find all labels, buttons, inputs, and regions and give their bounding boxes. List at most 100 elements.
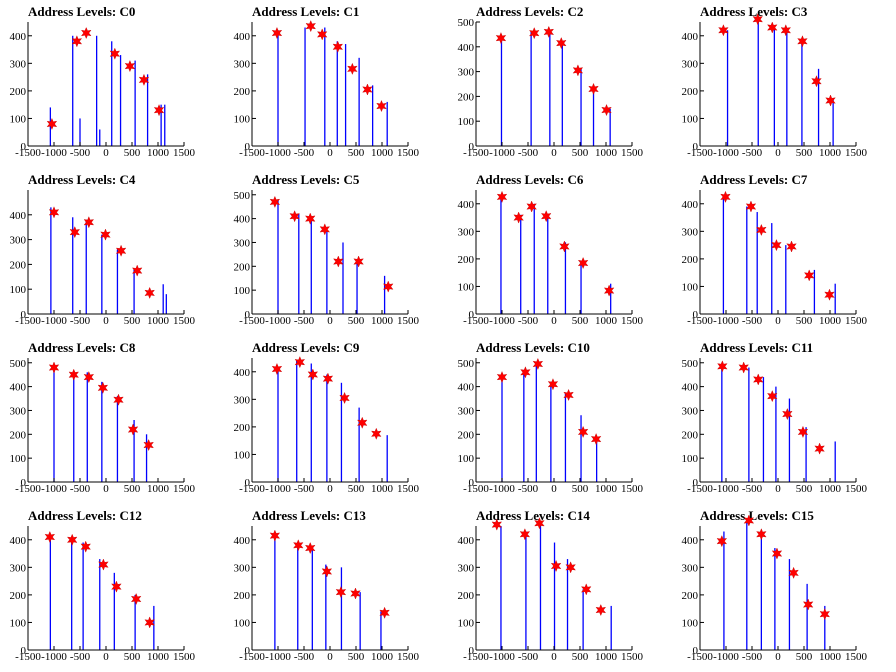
x-tick-label: -1500 xyxy=(239,315,265,327)
x-tick-label: 500 xyxy=(572,147,589,159)
x-tick-label: 1500 xyxy=(173,651,196,663)
peak-marker xyxy=(814,442,825,455)
x-tick-label: -1000 xyxy=(489,651,515,663)
y-tick-label: 200 xyxy=(10,590,27,602)
chart-panel: Address Levels: C7 0 100 200 300 400 -1500 -100… xyxy=(672,168,896,336)
x-tick-label: 1500 xyxy=(621,147,644,159)
peak-marker xyxy=(753,373,764,386)
y-tick-label: 0 xyxy=(693,645,699,657)
peak-marker xyxy=(271,26,283,40)
peak-marker xyxy=(80,540,91,553)
y-tick-label: 500 xyxy=(682,358,699,370)
chart-plot: 0 100 200 300 400 -1500 -1000 -500 0 500 1000 1500 xyxy=(234,356,420,495)
chart-panel: Address Levels: C4 0 100 200 300 400 -1500 -100… xyxy=(0,168,224,336)
chart-panel: Address Levels: C12 0 100 200 300 400 -1500 -10… xyxy=(0,504,224,672)
y-tick-label: 100 xyxy=(458,281,475,293)
y-tick-label: 300 xyxy=(10,405,27,417)
chart-title: Address Levels: C0 xyxy=(28,4,136,19)
peak-marker xyxy=(153,104,165,117)
y-tick-label: 300 xyxy=(10,562,27,574)
x-tick-label: 1000 xyxy=(595,147,618,159)
peak-marker xyxy=(144,616,155,629)
x-tick-label: 0 xyxy=(551,315,557,327)
y-tick-label: 0 xyxy=(245,645,251,657)
peak-marker xyxy=(588,82,599,95)
x-tick-label: 0 xyxy=(327,483,333,495)
peak-marker xyxy=(819,608,831,621)
peak-marker xyxy=(716,535,728,548)
peak-marker xyxy=(743,514,755,527)
peak-marker xyxy=(786,240,797,253)
peak-marker xyxy=(81,26,92,40)
peak-marker xyxy=(100,228,111,241)
y-tick-label: 400 xyxy=(10,535,27,547)
chart-title: Address Levels: C8 xyxy=(28,340,136,355)
chart-title: Address Levels: C6 xyxy=(476,172,584,187)
x-tick-label: 500 xyxy=(572,483,589,495)
chart-title: Address Levels: C15 xyxy=(700,508,814,523)
peak-marker xyxy=(513,211,524,224)
peak-marker xyxy=(577,425,589,438)
chart-panel: Address Levels: C0 0 100 200 300 400 -1500 -100… xyxy=(0,0,224,168)
peak-marker xyxy=(350,587,361,600)
x-tick-label: 1000 xyxy=(371,651,394,663)
peak-marker xyxy=(83,216,95,229)
y-tick-label: 300 xyxy=(234,394,251,406)
x-tick-label: 1500 xyxy=(397,315,420,327)
y-tick-label: 100 xyxy=(682,113,699,125)
x-tick-label: 0 xyxy=(327,147,333,159)
x-tick-label: -1500 xyxy=(15,147,41,159)
x-tick-label: -500 xyxy=(70,315,91,327)
peak-marker xyxy=(767,21,778,34)
peak-marker xyxy=(572,64,584,77)
x-tick-label: -1000 xyxy=(41,147,67,159)
peak-marker xyxy=(335,586,347,599)
y-tick-label: 100 xyxy=(10,113,27,125)
y-tick-label: 200 xyxy=(458,254,475,266)
peak-marker xyxy=(491,518,503,531)
peak-marker xyxy=(115,244,127,257)
x-tick-label: 1500 xyxy=(397,651,420,663)
peak-marker xyxy=(124,60,136,73)
x-tick-label: 500 xyxy=(572,651,589,663)
peak-marker xyxy=(319,223,331,236)
x-tick-label: -1000 xyxy=(265,483,291,495)
y-tick-label: 400 xyxy=(682,535,699,547)
peak-marker xyxy=(383,280,394,293)
peak-marker xyxy=(376,100,387,113)
y-tick-label: 400 xyxy=(10,31,27,43)
y-tick-label: 400 xyxy=(234,535,251,547)
x-tick-label: 1500 xyxy=(845,651,868,663)
x-tick-label: -1000 xyxy=(265,651,291,663)
y-tick-label: 0 xyxy=(693,141,699,153)
y-tick-label: 500 xyxy=(458,17,475,29)
x-tick-label: 0 xyxy=(103,483,109,495)
peak-marker xyxy=(144,286,155,299)
peak-marker xyxy=(797,35,808,48)
chart-plot: 0 100 200 300 400 -1500 -1000 -500 0 500 1000 1500 xyxy=(682,514,868,663)
peak-marker xyxy=(590,433,602,446)
y-tick-label: 100 xyxy=(458,116,475,128)
x-tick-label: -1500 xyxy=(687,147,713,159)
x-tick-label: -1500 xyxy=(239,483,265,495)
y-tick-label: 300 xyxy=(682,226,699,238)
chart-panel: Address Levels: C13 0 100 200 300 400 -1500 -10… xyxy=(224,504,448,672)
y-tick-label: 0 xyxy=(469,477,475,489)
y-tick-label: 200 xyxy=(458,91,475,103)
peak-marker xyxy=(113,393,124,406)
chart-title: Address Levels: C12 xyxy=(28,508,142,523)
y-tick-label: 400 xyxy=(682,382,699,394)
y-tick-label: 300 xyxy=(682,562,699,574)
y-tick-label: 0 xyxy=(469,141,475,153)
x-tick-label: 0 xyxy=(551,651,557,663)
x-tick-label: 1500 xyxy=(845,315,868,327)
peak-marker xyxy=(332,40,344,53)
y-tick-label: 0 xyxy=(245,477,251,489)
x-tick-label: 500 xyxy=(124,147,141,159)
chart-plot: 0 100 200 300 400 -1500 -1000 -500 0 500 1000 1500 xyxy=(682,190,868,327)
x-tick-label: -500 xyxy=(70,651,91,663)
y-tick-label: 0 xyxy=(245,309,251,321)
peak-marker xyxy=(379,606,390,619)
x-tick-label: 500 xyxy=(348,651,365,663)
chart-plot: 0 100 200 300 400 500 -1500 -1000 -500 0 500 1000 15… xyxy=(682,358,868,495)
